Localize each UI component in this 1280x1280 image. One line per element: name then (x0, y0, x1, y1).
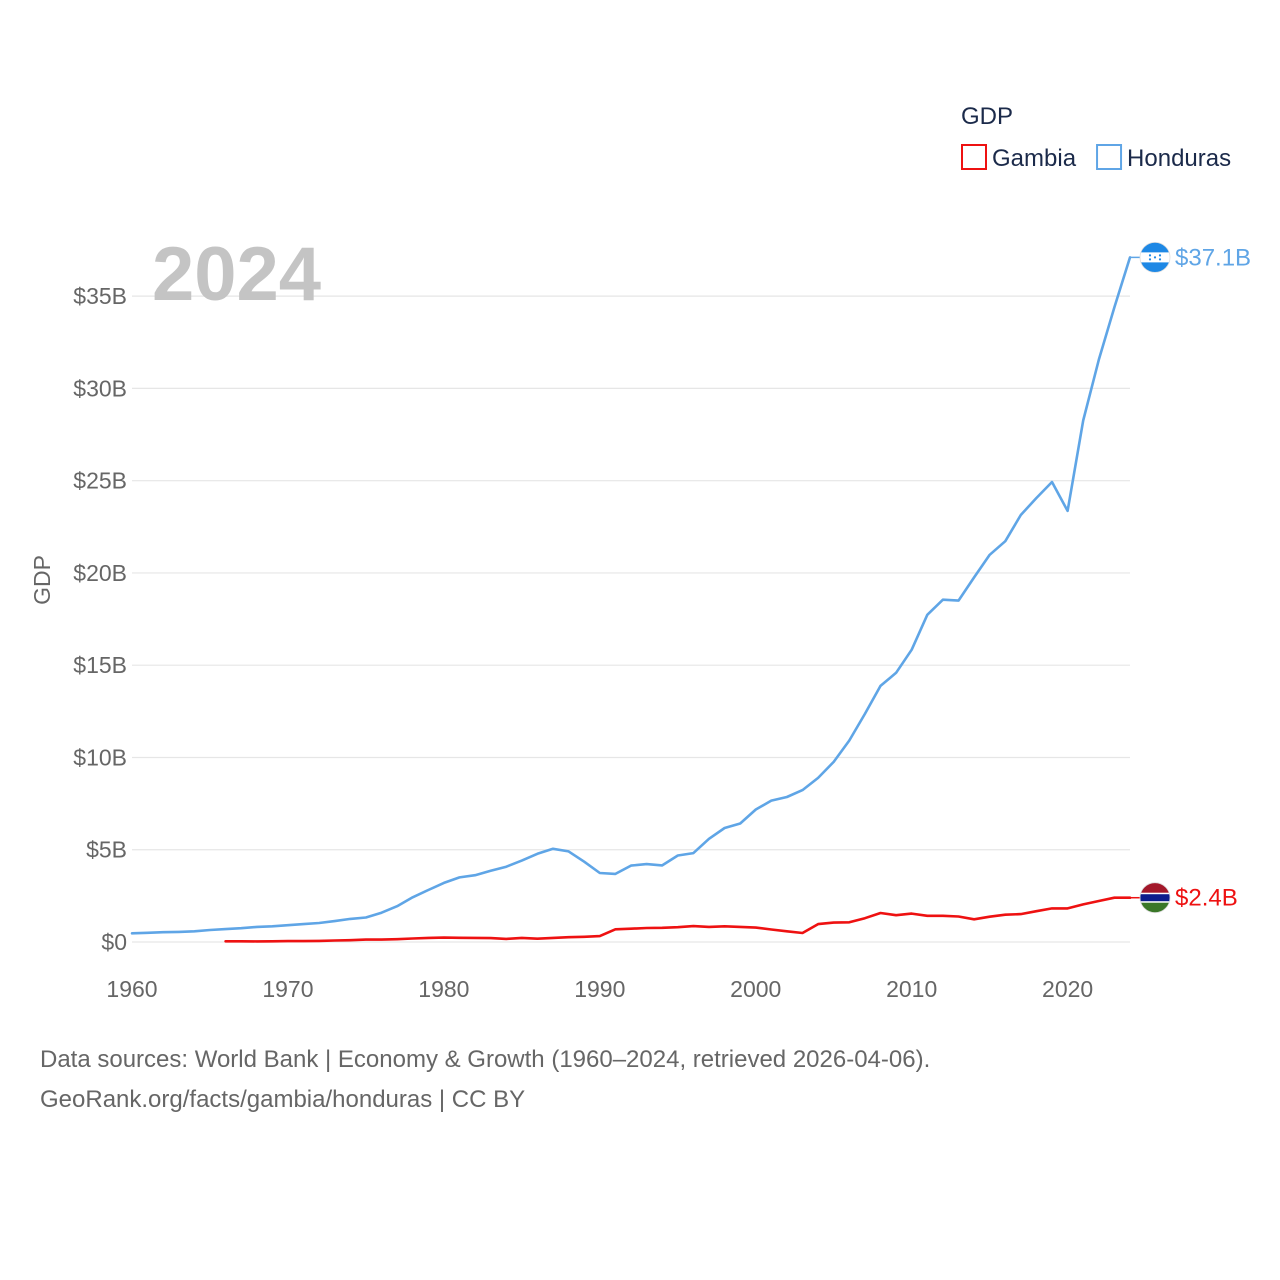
x-tick-label: 1980 (418, 976, 469, 1002)
end-markers: $2.4B $37.1B (1130, 241, 1251, 914)
x-tick-label: 2000 (730, 976, 781, 1002)
x-tick-label: 2020 (1042, 976, 1093, 1002)
legend-title: GDP (961, 103, 1013, 130)
gdp-line-chart: 2024 $0$5B$10B$15B$20B$25B$30B$35B 1960 1… (29, 103, 1251, 1002)
end-value-label-honduras: $37.1B (1175, 244, 1251, 271)
honduras-flag-icon (1139, 241, 1171, 273)
x-tick-label: 2010 (886, 976, 937, 1002)
legend-label-honduras[interactable]: Honduras (1127, 145, 1231, 172)
y-tick-label: $5B (86, 837, 127, 863)
series-line-gambia (224, 896, 1132, 943)
footer-attribution: GeoRank.org/facts/gambia/honduras | CC B… (40, 1086, 526, 1113)
y-tick-label: $35B (73, 283, 127, 309)
y-tick-label: $0 (101, 929, 127, 955)
source-footer: Data sources: World Bank | Economy & Gro… (40, 1040, 1240, 1120)
y-tick-label: $15B (73, 652, 127, 678)
y-tick-label: $30B (73, 375, 127, 401)
x-tick-label: 1970 (262, 976, 313, 1002)
grid-lines (132, 295, 1130, 943)
footer-sources: Data sources: World Bank | Economy & Gro… (40, 1046, 931, 1073)
y-tick-label: $25B (73, 468, 127, 494)
legend: GDP Gambia Honduras (961, 103, 1231, 172)
legend-swatch-honduras[interactable] (1096, 144, 1123, 170)
end-value-label-gambia: $2.4B (1175, 885, 1238, 912)
x-axis: 1960 1970 1980 1990 2000 2010 2020 (106, 976, 1093, 1002)
y-tick-label: $10B (73, 744, 127, 770)
x-tick-label: 1990 (574, 976, 625, 1002)
series-lines (130, 256, 1132, 943)
year-watermark: 2024 (152, 232, 321, 317)
legend-swatch-gambia[interactable] (961, 144, 987, 170)
y-tick-label: $20B (73, 560, 127, 586)
gambia-flag-icon (1139, 882, 1171, 914)
series-line-honduras (130, 256, 1132, 935)
y-axis-title: GDP (29, 555, 55, 605)
y-axis: $0 $5B $10B $15B $20B $25B $30B $35B (73, 283, 127, 955)
legend-label-gambia[interactable]: Gambia (992, 145, 1077, 172)
x-tick-label: 1960 (106, 976, 157, 1002)
